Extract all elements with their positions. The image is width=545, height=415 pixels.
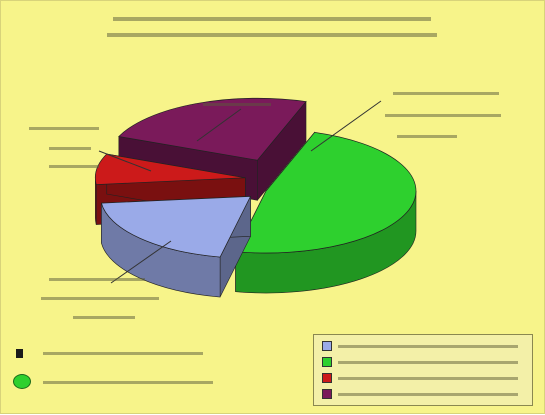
slice-label-left-1 <box>29 127 99 130</box>
chart-legend <box>313 334 533 406</box>
pie-slice <box>235 131 417 294</box>
pie-slice-top <box>100 195 252 258</box>
legend-item <box>322 356 526 369</box>
side-key-item <box>13 346 213 362</box>
pie-slice <box>100 195 252 298</box>
side-key-marker-green <box>13 374 31 389</box>
slice-label-left-3 <box>49 165 99 168</box>
slice-label-right-3 <box>397 135 457 138</box>
slice-label-left-2 <box>49 147 91 150</box>
legend-swatch <box>322 357 332 367</box>
legend-item <box>322 388 526 401</box>
side-key-text <box>43 352 203 355</box>
leader-line <box>110 240 172 284</box>
legend-item <box>322 340 526 353</box>
side-key-item <box>13 373 233 393</box>
legend-text <box>338 345 518 348</box>
legend-swatch <box>322 341 332 351</box>
slice-label-bottom-2 <box>41 297 159 300</box>
pie-slice-top <box>235 131 417 254</box>
chart-title-line-2 <box>107 33 437 37</box>
slice-label-right-1 <box>393 92 499 95</box>
chart-title-line-1 <box>113 17 431 21</box>
slice-label-top <box>203 103 271 106</box>
legend-text <box>338 361 518 364</box>
legend-swatch <box>322 389 332 399</box>
leader-line <box>98 150 152 172</box>
slice-label-bottom-1 <box>49 278 145 281</box>
side-key-text <box>43 381 213 384</box>
leader-line <box>310 100 382 152</box>
side-key-marker-small <box>16 349 23 358</box>
legend-item <box>322 372 526 385</box>
leader-line <box>196 108 242 142</box>
legend-swatch <box>322 373 332 383</box>
legend-text <box>338 377 518 380</box>
slice-label-bottom-3 <box>73 316 135 319</box>
slice-label-right-2 <box>385 114 501 117</box>
legend-text <box>338 393 518 396</box>
